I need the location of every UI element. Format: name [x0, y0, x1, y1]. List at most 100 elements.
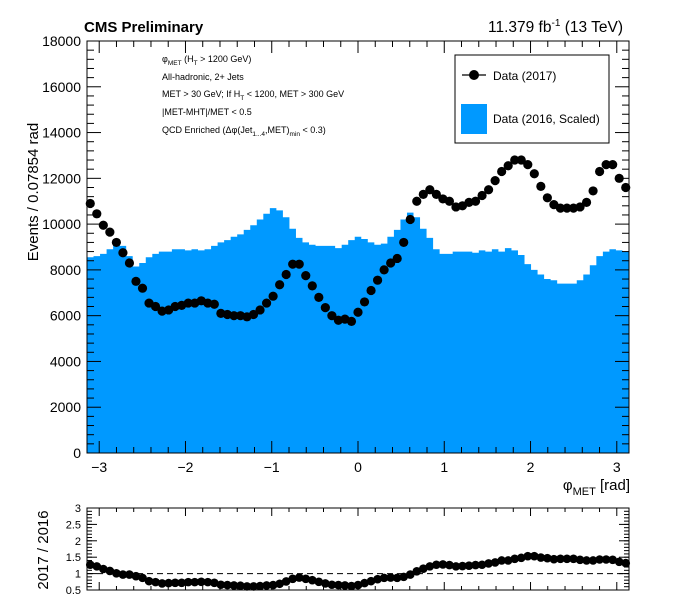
- ratio-point: [249, 582, 258, 591]
- x-tick-label: 1: [440, 459, 448, 475]
- ratio-y-tick-label: 0.5: [66, 585, 81, 597]
- ratio-point: [451, 562, 461, 571]
- ratio-point: [177, 578, 186, 588]
- ratio-point: [438, 560, 448, 569]
- ratio-y-tick-label: 2.5: [66, 519, 81, 531]
- data-2017-point: [484, 185, 494, 195]
- ratio-x-axis: [98, 508, 618, 590]
- data-2017-point: [542, 193, 552, 203]
- data-2017-point: [529, 169, 539, 179]
- data-2017-point: [255, 305, 265, 315]
- ratio-y-tick-label: 2: [75, 536, 81, 548]
- data-2017-point: [470, 196, 481, 206]
- ratio-point: [503, 556, 513, 565]
- legend-label-2017: Data (2017): [493, 69, 556, 83]
- data-2017-point: [268, 291, 278, 301]
- ratio-point: [321, 579, 330, 588]
- ratio-point: [275, 579, 284, 589]
- x-tick-label: 0: [354, 459, 362, 475]
- ratio-point: [608, 555, 617, 565]
- ratio-point: [516, 553, 526, 563]
- main-x-axis: −3 −2 −1 0 1 2 3: [91, 41, 621, 475]
- ratio-point: [588, 556, 598, 565]
- selection-line-5: QCD Enriched (Δφ(Jet1...4,MET)min < 0.3): [162, 125, 326, 138]
- y-tick-label: 14000: [42, 125, 81, 141]
- data-2017-point: [601, 160, 611, 170]
- ratio-plot-frame: [86, 507, 630, 591]
- main-y-axis: 0 2000 4000 6000 8000 10000 12000 14000 16000 180…: [42, 33, 629, 461]
- data-2017-point: [405, 214, 415, 225]
- data-2017-point: [320, 303, 330, 313]
- ratio-point: [347, 581, 356, 591]
- ratio-point: [445, 560, 454, 570]
- data-2017-point: [307, 281, 317, 291]
- x-axis-title: φMET [rad]: [563, 477, 630, 498]
- x-tick-label: 2: [527, 459, 535, 475]
- selection-line-2: All-hadronic, 2+ Jets: [162, 72, 244, 82]
- selection-line-4: |MET-MHT|/MET < 0.5: [162, 107, 252, 117]
- data-2017-point: [431, 189, 441, 199]
- data-2017-point: [131, 276, 141, 286]
- luminosity-label: 11.379 fb-1 (13 TeV): [488, 18, 623, 36]
- ratio-point: [144, 576, 154, 586]
- ratio-point: [262, 581, 271, 590]
- data-2017-point: [412, 196, 422, 206]
- data-2017-point: [595, 166, 605, 177]
- x-tick-label: −3: [91, 459, 107, 475]
- ratio-point: [196, 577, 206, 587]
- data-2017-point: [209, 299, 219, 309]
- ratio-y-axis-title: 2017 / 2016: [35, 510, 52, 589]
- x-tick-label: −1: [264, 459, 280, 475]
- ratio-point: [601, 555, 611, 564]
- ratio-point: [464, 561, 474, 571]
- ratio-point: [138, 573, 147, 583]
- ratio-point: [314, 577, 324, 587]
- ratio-point: [536, 553, 546, 562]
- ratio-point: [301, 574, 311, 584]
- ratio-point: [190, 577, 200, 587]
- data-2017-point: [575, 202, 585, 212]
- ratio-point: [405, 570, 415, 579]
- ratio-point: [216, 580, 226, 590]
- selection-line-3: MET > 30 GeV; If HT < 1200, MET > 300 Ge…: [162, 89, 344, 102]
- data-2017-point: [523, 160, 533, 170]
- ratio-point: [373, 574, 382, 584]
- ratio-y-tick-label: 1.5: [66, 552, 81, 564]
- ratio-y-tick-label: 3: [75, 503, 81, 515]
- data-2017-point: [314, 292, 324, 302]
- data-2017-point: [497, 166, 507, 177]
- ratio-markers-group: [85, 551, 631, 591]
- ratio-point: [236, 581, 245, 591]
- ratio-point: [556, 554, 565, 564]
- ratio-point: [112, 568, 121, 578]
- ratio-y-tick-label: 1: [75, 569, 81, 581]
- ratio-point: [549, 554, 559, 564]
- main-plot-panel: −3 −2 −1 0 1 2 3 0 2000 4000 6000 8000 10000 12000 14…: [42, 33, 631, 475]
- ratio-point: [340, 581, 350, 590]
- ratio-point: [366, 576, 376, 586]
- ratio-plot-panel: 0.5 1 1.5 2 2.5 3: [66, 503, 631, 597]
- ratio-point: [569, 554, 578, 564]
- legend-label-2016: Data (2016, Scaled): [493, 112, 600, 126]
- data-2017-point: [150, 301, 161, 312]
- data-2017-point: [581, 197, 592, 207]
- data-2017-point: [281, 269, 291, 280]
- selection-text-block: φMET (HT > 1200 GeV) All-hadronic, 2+ Je…: [162, 54, 344, 138]
- data-2017-point: [477, 190, 487, 201]
- ratio-point: [327, 580, 337, 590]
- data-2017-point: [588, 186, 598, 196]
- ratio-point: [170, 578, 180, 588]
- ratio-point: [223, 580, 232, 590]
- data-2017-point: [229, 311, 239, 321]
- histogram-2016: [87, 208, 629, 453]
- ratio-point: [399, 572, 409, 582]
- data-2017-point: [105, 227, 115, 237]
- data-2017-point: [536, 181, 546, 191]
- ratio-point: [425, 562, 435, 571]
- data-2017-point: [111, 237, 121, 248]
- ratio-point: [307, 575, 317, 585]
- data-2017-point: [248, 309, 259, 320]
- selection-line-1: φMET (HT > 1200 GeV): [162, 54, 251, 67]
- ratio-point: [281, 577, 291, 586]
